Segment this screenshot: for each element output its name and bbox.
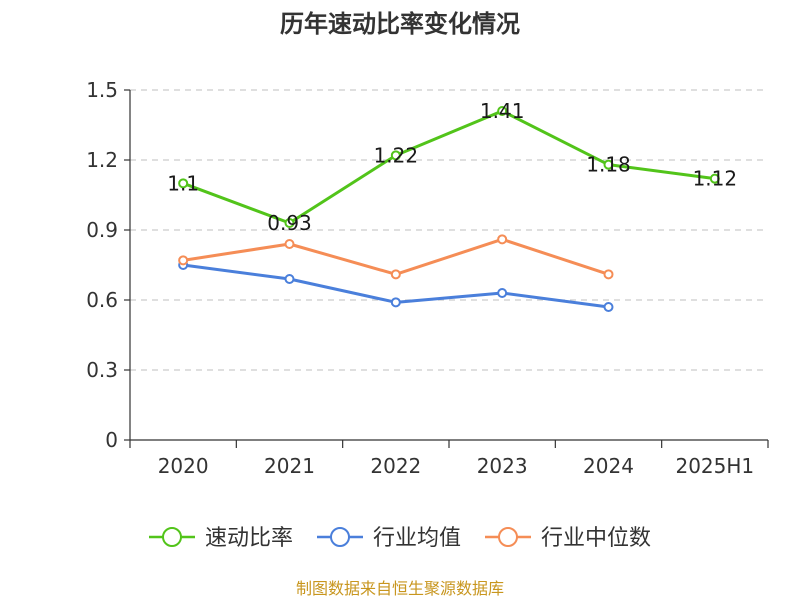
x-tick-label: 2024 [583,454,634,478]
legend[interactable]: 速动比率 行业均值 行业中位数 [149,526,651,551]
data-label: 0.93 [267,211,312,235]
x-tick-label: 2020 [158,454,209,478]
data-point[interactable] [603,302,614,312]
data-point[interactable] [497,234,508,245]
legend-label: 速动比率 [205,526,293,551]
y-tick-label: 1.2 [86,148,118,172]
y-tick-label: 0.6 [86,288,118,312]
y-tick-label: 0 [105,428,118,452]
data-point[interactable] [390,269,401,280]
series-points [178,106,720,312]
grid [130,89,768,371]
data-label: 1.1 [167,171,199,195]
y-tick-label: 1.5 [86,78,118,102]
data-labels: 1.1 0.93 1.22 1.41 1.18 1.12 [167,99,737,235]
y-tick-label: 0.9 [86,218,118,242]
legend-item[interactable]: 行业均值 [317,526,461,551]
data-label: 1.22 [374,143,419,167]
legend-swatch-marker [498,527,518,547]
data-point[interactable] [390,297,401,308]
x-tick-label: 2023 [477,454,528,478]
data-point[interactable] [284,239,295,249]
axes: 0 0.3 0.6 0.9 1.2 1.5 2020 2021 2022 2023 2024 2025… [86,78,769,478]
x-tick-label: 2021 [264,454,315,478]
data-point[interactable] [178,178,189,189]
data-point[interactable] [709,173,720,184]
data-point[interactable] [284,274,295,284]
series-lines [182,109,716,309]
data-point[interactable] [603,159,614,170]
data-point[interactable] [390,150,401,161]
data-point[interactable] [497,106,508,116]
data-point[interactable] [178,255,189,266]
data-label: 1.41 [480,99,525,123]
series-line [182,109,716,225]
legend-label: 行业均值 [373,526,461,551]
data-label: 1.18 [586,153,631,177]
legend-swatch-marker [162,527,182,547]
legend-item[interactable]: 行业中位数 [485,526,651,551]
x-tick-label: 2022 [370,454,421,478]
legend-label: 行业中位数 [541,526,651,551]
data-label: 1.12 [693,167,738,191]
data-point[interactable] [603,269,614,280]
legend-item[interactable]: 速动比率 [149,526,293,551]
chart-title: 历年速动比率变化情况 [280,10,520,38]
data-point[interactable] [284,218,295,228]
y-tick-label: 0.3 [86,358,118,382]
x-tick-label: 2025H1 [675,454,754,478]
series-line [182,237,609,276]
legend-swatch-marker [330,527,350,547]
source-note: 制图数据来自恒生聚源数据库 [296,579,504,598]
data-point[interactable] [497,288,508,298]
